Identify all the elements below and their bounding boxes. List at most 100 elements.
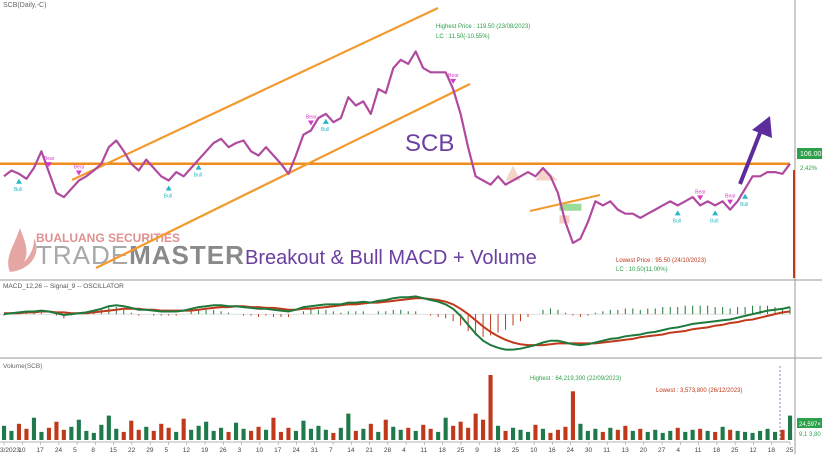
watermark-product-b: MASTER [129,240,245,270]
volume-secondary-value: 9,1 3,80 [799,432,821,438]
volume-bar [144,426,149,440]
volume-bar [660,432,665,440]
volume-bar [735,430,740,440]
volume-bar [264,429,269,440]
x-axis-tick-label: 11 [695,447,702,454]
macd-line [3,295,791,351]
bull-arrow-icon [322,118,329,124]
bull-signal-label: Bull [194,173,202,179]
volume-bar [121,431,126,440]
volume-bar [278,431,283,440]
volume-bar [338,427,343,440]
volume-bar [54,421,59,440]
bear-signal-label: Bear [725,194,736,200]
volume-bar [630,430,635,440]
volume-bar [159,423,164,440]
x-axis-tick-label: 25 [786,447,794,454]
bull-signal-label: Bull [14,187,22,193]
x-axis-tick-label: 7 [329,447,333,454]
volume-bar [106,415,111,440]
signal-markers: Bull Bear Bear Bull Bull Bear Bull Bear Bull Bear… [14,73,748,225]
x-axis-tick-label: 11 [603,447,610,454]
volume-bar [174,431,179,440]
bear-arrow-icon [450,78,457,84]
volume-bar [683,431,688,440]
volume-bar [308,428,313,440]
volume-bar [114,428,119,440]
x-axis-tick-label: 17 [37,447,45,454]
x-axis-tick-label: 11 [420,447,427,454]
volume-bar [421,424,426,440]
volume-last-value: 24,597× [799,422,821,428]
volume-bar [256,426,261,440]
bull-arrow-icon [674,210,681,216]
volume-bar [728,429,733,440]
watermark-brand: BUALUANG SECURITIES [36,231,180,245]
x-axis-tick-label: 3/2023 [0,447,20,454]
volume-bar [638,428,643,440]
lowest-price-label: Lowest Price : 95.50 (24/10/2023) [616,258,706,264]
volume-bar [219,427,224,440]
volume-bar [458,421,463,440]
bull-signal-label: Bull [164,193,172,199]
volume-bar [2,425,7,440]
volume-bar [39,431,44,440]
price-panel-label: SCB(Daily,-C) [3,2,46,9]
bear-arrow-icon [45,162,52,168]
x-axis-tick-label: 25 [512,447,520,454]
x-axis-tick-label: 25 [457,447,465,454]
x-axis-tick-label: 5 [73,447,77,454]
volume-bar [653,429,658,440]
macd-series [0,295,791,351]
bear-signal-label: Bear [448,73,459,79]
volume-bar [151,430,156,440]
volume-bar [368,423,373,440]
channel-upper-line [71,7,439,181]
volume-bar [645,431,650,440]
volume-panel-label: Volume(SCB) [3,363,42,370]
volume-bar [496,425,501,440]
highest-price-label: Highest Price : 119.50 (23/08/2023) [436,24,530,30]
x-axis-tick-label: 8 [91,447,95,454]
bear-arrow-icon [307,120,314,126]
channel-lower-line [95,83,471,269]
watermark-product-a: TRADE [36,240,129,270]
volume-bar [488,375,493,440]
x-axis-tick-label: 31 [311,447,319,454]
volume-bar [293,430,298,440]
volume-bar [181,418,186,440]
volume-bar [249,430,254,440]
bull-signal-label: Bull [740,202,748,208]
volume-bar [398,429,403,440]
breakout-arrow [738,116,772,185]
volume-bar [241,428,246,440]
volume-bar [705,430,710,440]
volume-bar [570,391,575,440]
volume-bar [76,419,81,440]
volume-bar [765,428,770,440]
volume-bar [563,426,568,440]
x-axis-tick-label: 4 [676,447,680,454]
volume-bar [593,428,598,440]
volume-bar [533,424,538,440]
volume-bar [301,420,306,440]
flame-logo-icon [8,228,37,272]
volume-bar [585,430,590,440]
x-axis-tick-label: 12 [749,447,757,454]
volume-bar [428,428,433,440]
volume-bar [204,421,209,440]
chart-subtitle: Breakout & Bull MACD + Volume [245,247,537,269]
volume-last-badge-bg [797,418,822,428]
x-axis-tick-label: 16 [548,447,556,454]
x-axis-tick-label: 26 [219,447,227,454]
highest-change-label: LC : 11.50(-10.55%) [436,34,490,40]
x-axis-tick-label: 14 [347,447,355,454]
volume-highest-label: Highest : 64,219,300 (22/09/2023) [530,376,621,382]
volume-bar [511,427,516,440]
bull-arrow-icon [165,185,172,191]
volume-bar [406,427,411,440]
bear-arrow-icon [697,195,704,201]
x-axis-tick-label: 9 [475,447,479,454]
